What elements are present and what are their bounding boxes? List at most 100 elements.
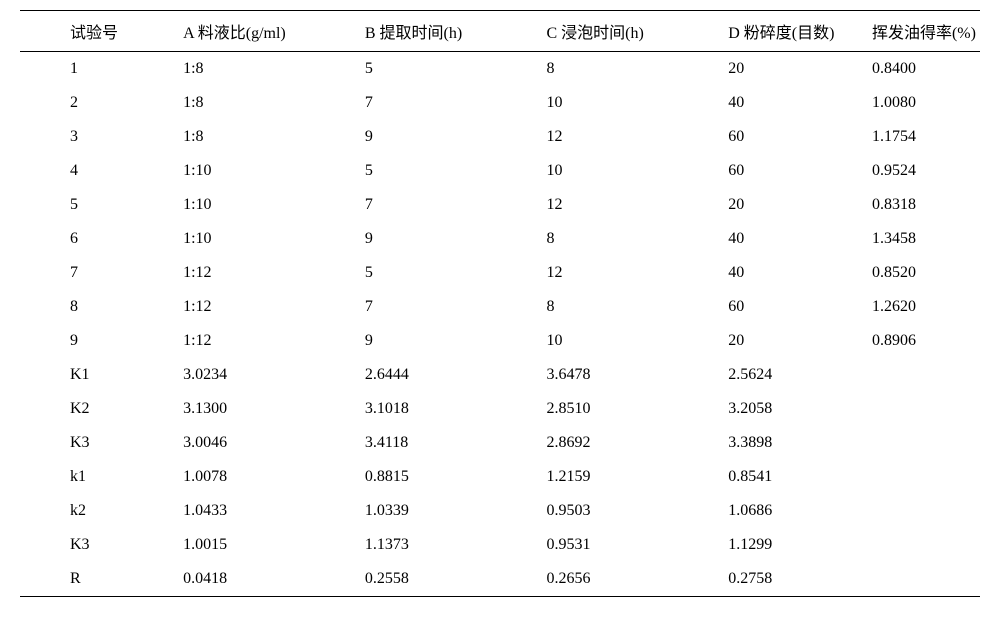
table-cell: 8	[537, 52, 719, 87]
table-cell: 1.0686	[718, 494, 862, 528]
table-cell: 1.1754	[862, 120, 980, 154]
table-cell: 9	[355, 324, 537, 358]
table-row: K23.13003.10182.85103.2058	[20, 392, 980, 426]
table-cell: 1.0078	[173, 460, 355, 494]
table-cell: 3.2058	[718, 392, 862, 426]
table-cell: 1.0339	[355, 494, 537, 528]
table-cell: 2.8692	[537, 426, 719, 460]
table-cell: 0.9531	[537, 528, 719, 562]
table-cell: 0.9503	[537, 494, 719, 528]
table-cell: 2.8510	[537, 392, 719, 426]
table-cell: k1	[20, 460, 173, 494]
table-cell	[862, 426, 980, 460]
table-cell: 9	[355, 222, 537, 256]
table-cell: 20	[718, 52, 862, 87]
table-cell: 1.1299	[718, 528, 862, 562]
table-cell: 1:10	[173, 188, 355, 222]
table-cell: 5	[355, 52, 537, 87]
table-cell: 1.2159	[537, 460, 719, 494]
table-cell: 2	[20, 86, 173, 120]
table-row: 71:12512400.8520	[20, 256, 980, 290]
col-header-b: B 提取时间(h)	[355, 11, 537, 52]
col-header-c: C 浸泡时间(h)	[537, 11, 719, 52]
table-cell: 20	[718, 324, 862, 358]
table-cell: 1:8	[173, 86, 355, 120]
table-cell: 7	[20, 256, 173, 290]
table-cell: 0.8815	[355, 460, 537, 494]
table-row: 41:10510600.9524	[20, 154, 980, 188]
table-cell: 5	[355, 154, 537, 188]
table-cell: 60	[718, 290, 862, 324]
table-cell: 1.0433	[173, 494, 355, 528]
table-cell	[862, 494, 980, 528]
table-cell: 0.9524	[862, 154, 980, 188]
table-cell: 7	[355, 290, 537, 324]
table-cell: 1:10	[173, 222, 355, 256]
table-cell: 12	[537, 188, 719, 222]
table-cell: 3.4118	[355, 426, 537, 460]
table-cell: 1:10	[173, 154, 355, 188]
table-cell: 8	[537, 290, 719, 324]
table-cell: 12	[537, 256, 719, 290]
table-cell: 3.1300	[173, 392, 355, 426]
table-cell: 6	[20, 222, 173, 256]
table-cell	[862, 392, 980, 426]
table-cell: 60	[718, 154, 862, 188]
table-cell: 10	[537, 324, 719, 358]
table-cell: 1.0080	[862, 86, 980, 120]
table-cell: 0.0418	[173, 562, 355, 597]
table-cell: 12	[537, 120, 719, 154]
table-cell: 0.8318	[862, 188, 980, 222]
table-cell: 0.8906	[862, 324, 980, 358]
table-cell: R	[20, 562, 173, 597]
table-cell: 9	[355, 120, 537, 154]
table-cell: 20	[718, 188, 862, 222]
col-header-d: D 粉碎度(目数)	[718, 11, 862, 52]
orthogonal-experiment-table: 试验号 A 料液比(g/ml) B 提取时间(h) C 浸泡时间(h) D 粉碎…	[20, 10, 980, 597]
table-cell: 1:12	[173, 290, 355, 324]
table-cell: 0.2558	[355, 562, 537, 597]
table-cell: 0.2758	[718, 562, 862, 597]
table-cell: 1:8	[173, 52, 355, 87]
table-row: 21:8710401.0080	[20, 86, 980, 120]
table-cell: 2.5624	[718, 358, 862, 392]
table-cell: 1.1373	[355, 528, 537, 562]
table-cell: K3	[20, 528, 173, 562]
table-cell: 40	[718, 86, 862, 120]
table-cell: 5	[355, 256, 537, 290]
table-cell: 8	[20, 290, 173, 324]
table-cell: 3.3898	[718, 426, 862, 460]
table-cell: 3.0234	[173, 358, 355, 392]
table-cell: 3	[20, 120, 173, 154]
table-header-row: 试验号 A 料液比(g/ml) B 提取时间(h) C 浸泡时间(h) D 粉碎…	[20, 11, 980, 52]
table-row: K13.02342.64443.64782.5624	[20, 358, 980, 392]
table-cell: 60	[718, 120, 862, 154]
table-cell: k2	[20, 494, 173, 528]
table-cell: K3	[20, 426, 173, 460]
table-cell: 40	[718, 256, 862, 290]
table-cell: 1	[20, 52, 173, 87]
col-header-trial: 试验号	[20, 11, 173, 52]
table-cell	[862, 562, 980, 597]
table-row: k21.04331.03390.95031.0686	[20, 494, 980, 528]
table-cell: 10	[537, 154, 719, 188]
table-row: 51:10712200.8318	[20, 188, 980, 222]
table-cell: 1:12	[173, 256, 355, 290]
table-row: K31.00151.13730.95311.1299	[20, 528, 980, 562]
table-row: R0.04180.25580.26560.2758	[20, 562, 980, 597]
table-cell	[862, 528, 980, 562]
table-cell: 40	[718, 222, 862, 256]
table-cell: 8	[537, 222, 719, 256]
table-cell: 3.1018	[355, 392, 537, 426]
table-cell: 4	[20, 154, 173, 188]
table-cell: 0.2656	[537, 562, 719, 597]
table-cell: 5	[20, 188, 173, 222]
table-cell: 1:12	[173, 324, 355, 358]
table-row: 61:1098401.3458	[20, 222, 980, 256]
table-cell: 1.2620	[862, 290, 980, 324]
table-cell: 1.0015	[173, 528, 355, 562]
col-header-yield: 挥发油得率(%)	[862, 11, 980, 52]
table-cell	[862, 460, 980, 494]
table-cell	[862, 358, 980, 392]
table-cell: 10	[537, 86, 719, 120]
